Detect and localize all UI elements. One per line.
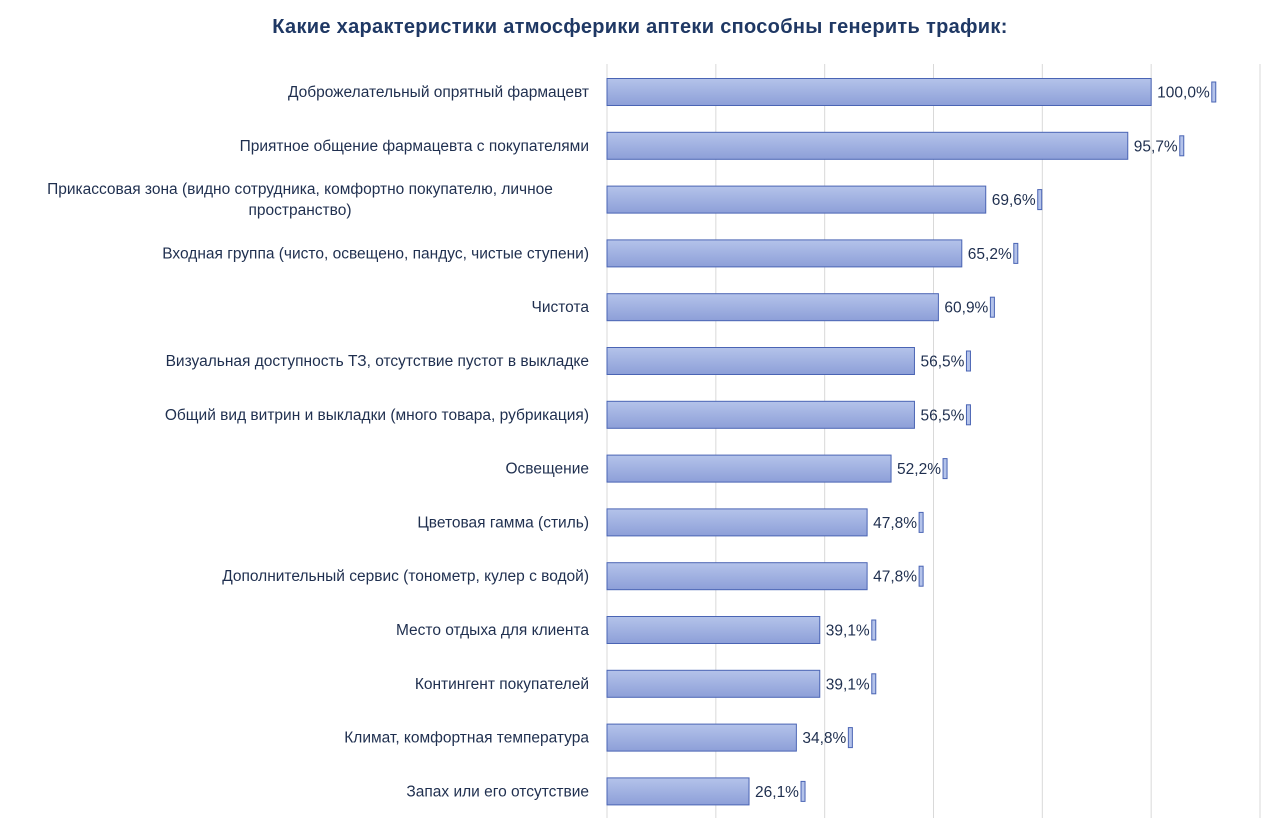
bar-cap-11 (871, 673, 877, 695)
bar-9 (606, 562, 868, 591)
value-label-1: 95,7% (1134, 138, 1178, 155)
value-label-8: 47,8% (873, 515, 917, 532)
value-label-9: 47,8% (873, 569, 917, 586)
bar-8 (606, 508, 868, 537)
bar-7 (606, 454, 892, 483)
bar-cap-13 (800, 780, 806, 802)
value-label-2: 69,6% (992, 192, 1036, 209)
bar-cap-10 (871, 619, 877, 641)
bar-0 (606, 78, 1152, 106)
value-labels: 100,0% 95,7% 69,6% 65,2% 60,9% 56,5% 56,5% 52,2… (755, 81, 1217, 802)
bar-13 (606, 777, 750, 806)
bar-1 (606, 131, 1129, 160)
category-label-1: Приятное общение фармацевта с покупателя… (240, 138, 589, 155)
bar-cap-8 (918, 511, 924, 533)
category-label-2: Прикассовая зона (видно сотрудника, комф… (47, 181, 553, 219)
bar-11 (606, 669, 821, 698)
bar-cap-1 (1179, 135, 1185, 157)
value-label-12: 34,8% (802, 730, 846, 747)
bar-cap-6 (965, 404, 971, 426)
category-label-0: Доброжелательный опрятный фармацевт (288, 84, 589, 101)
bar-5 (606, 347, 915, 375)
bar-12 (606, 723, 797, 752)
bar-cap-0 (1211, 81, 1217, 103)
value-label-3: 65,2% (968, 246, 1012, 263)
value-label-13: 26,1% (755, 784, 799, 801)
category-labels: Доброжелательный опрятный фармацевт Прият… (47, 84, 589, 800)
category-label-13: Запах или его отсутствие (406, 783, 589, 800)
bars (606, 78, 1152, 806)
bar-10 (606, 616, 821, 644)
value-label-7: 52,2% (897, 461, 941, 478)
value-label-5: 56,5% (920, 354, 964, 371)
value-label-6: 56,5% (920, 407, 964, 424)
bar-3 (606, 239, 963, 268)
bar-cap-4 (989, 296, 995, 318)
category-label-4: Чистота (532, 299, 590, 316)
category-label-12: Климат, комфортная температура (344, 730, 589, 747)
bar-6 (606, 400, 915, 429)
bar-4 (606, 293, 939, 322)
category-label-9: Дополнительный сервис (тонометр, кулер с… (222, 568, 589, 585)
bar-cap-5 (965, 350, 971, 372)
bar-2 (606, 185, 987, 214)
category-label-10: Место отдыха для клиента (396, 622, 589, 639)
category-label-6: Общий вид витрин и выкладки (много товар… (165, 407, 589, 424)
category-label-11: Контингент покупателей (415, 676, 589, 693)
category-label-5: Визуальная доступность ТЗ, отсутствие пу… (166, 353, 589, 370)
chart-title: Какие характеристики атмосферики аптеки … (272, 16, 1008, 38)
value-label-10: 39,1% (826, 623, 870, 640)
bar-cap-2 (1037, 189, 1043, 211)
value-label-11: 39,1% (826, 676, 870, 693)
category-label-8: Цветовая гамма (стиль) (417, 514, 589, 531)
category-label-7: Освещение (505, 461, 589, 478)
bar-cap-3 (1013, 242, 1019, 264)
value-label-0: 100,0% (1157, 85, 1210, 102)
bar-cap-7 (942, 458, 948, 480)
bar-cap-12 (847, 727, 853, 749)
category-label-3: Входная группа (чисто, освещено, пандус,… (162, 245, 589, 262)
bar-cap-9 (918, 565, 924, 587)
gridlines (606, 64, 1261, 818)
value-label-4: 60,9% (944, 300, 988, 317)
